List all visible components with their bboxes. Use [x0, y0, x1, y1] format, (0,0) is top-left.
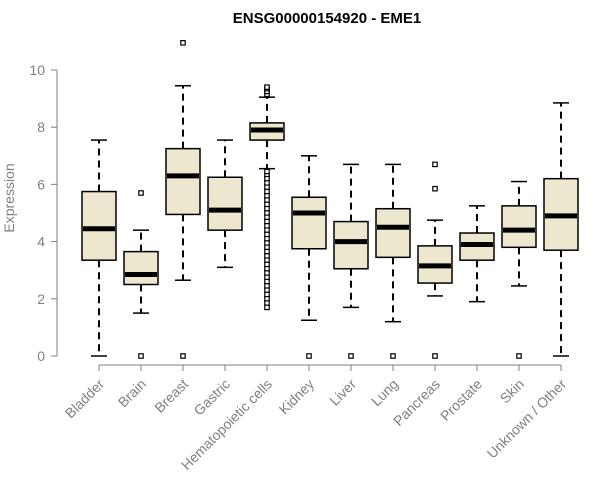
box-brain	[123, 190, 159, 359]
box-kidney	[291, 155, 327, 359]
box-breast	[165, 40, 201, 359]
x-tick-label: Brain	[115, 376, 149, 410]
outlier-point	[390, 353, 396, 359]
outlier-point	[432, 353, 438, 359]
box-liver	[333, 163, 369, 359]
y-axis-label: Expression	[1, 163, 17, 232]
y-tick-label: 0	[37, 348, 45, 364]
outlier-point	[138, 353, 144, 359]
x-tick-label: Skin	[497, 376, 528, 407]
box-lung	[375, 163, 411, 359]
iqr-box	[501, 205, 537, 249]
y-tick-label: 4	[37, 234, 45, 250]
iqr-box	[81, 190, 117, 261]
x-tick-label: Breast	[151, 376, 191, 416]
x-tick-label: Liver	[326, 376, 359, 409]
x-tick-label: Pancreas	[390, 376, 443, 429]
box-pancreas	[417, 161, 453, 359]
iqr-box	[291, 196, 327, 250]
box-skin	[501, 180, 537, 359]
iqr-box	[207, 176, 243, 231]
y-tick-label: 6	[37, 176, 45, 192]
chart-title: ENSG00000154920 - EME1	[233, 10, 421, 27]
outlier-point	[516, 353, 522, 359]
y-tick-label: 10	[29, 62, 45, 78]
box-prostate	[459, 205, 495, 303]
box-unknown-other	[543, 102, 579, 357]
outlier-point	[180, 353, 186, 359]
x-tick-label: Prostate	[437, 376, 485, 424]
outlier-point	[180, 40, 186, 46]
y-axis: 0 2 4 6 8 10	[29, 62, 58, 364]
outlier-point	[264, 84, 270, 90]
x-tick-label: Kidney	[276, 376, 318, 418]
iqr-box	[375, 207, 411, 259]
outlier-point	[138, 190, 144, 196]
outlier-point	[348, 353, 354, 359]
iqr-box	[333, 220, 369, 270]
outlier-point	[432, 185, 438, 192]
outlier-point	[432, 161, 438, 168]
x-tick-label: Bladder	[62, 376, 108, 422]
y-tick-label: 8	[37, 119, 45, 135]
box-group	[81, 40, 579, 359]
y-tick-label: 2	[37, 291, 45, 307]
iqr-box	[165, 147, 201, 216]
box-gastric	[207, 139, 243, 269]
box-hematopoietic-cells	[249, 84, 285, 311]
iqr-box	[123, 250, 159, 286]
outlier-point	[264, 304, 270, 311]
outlier-point	[306, 353, 312, 359]
x-tick-label: Unknown / Other	[484, 376, 570, 462]
box-bladder	[81, 139, 117, 357]
x-tick-label: Lung	[368, 376, 401, 409]
